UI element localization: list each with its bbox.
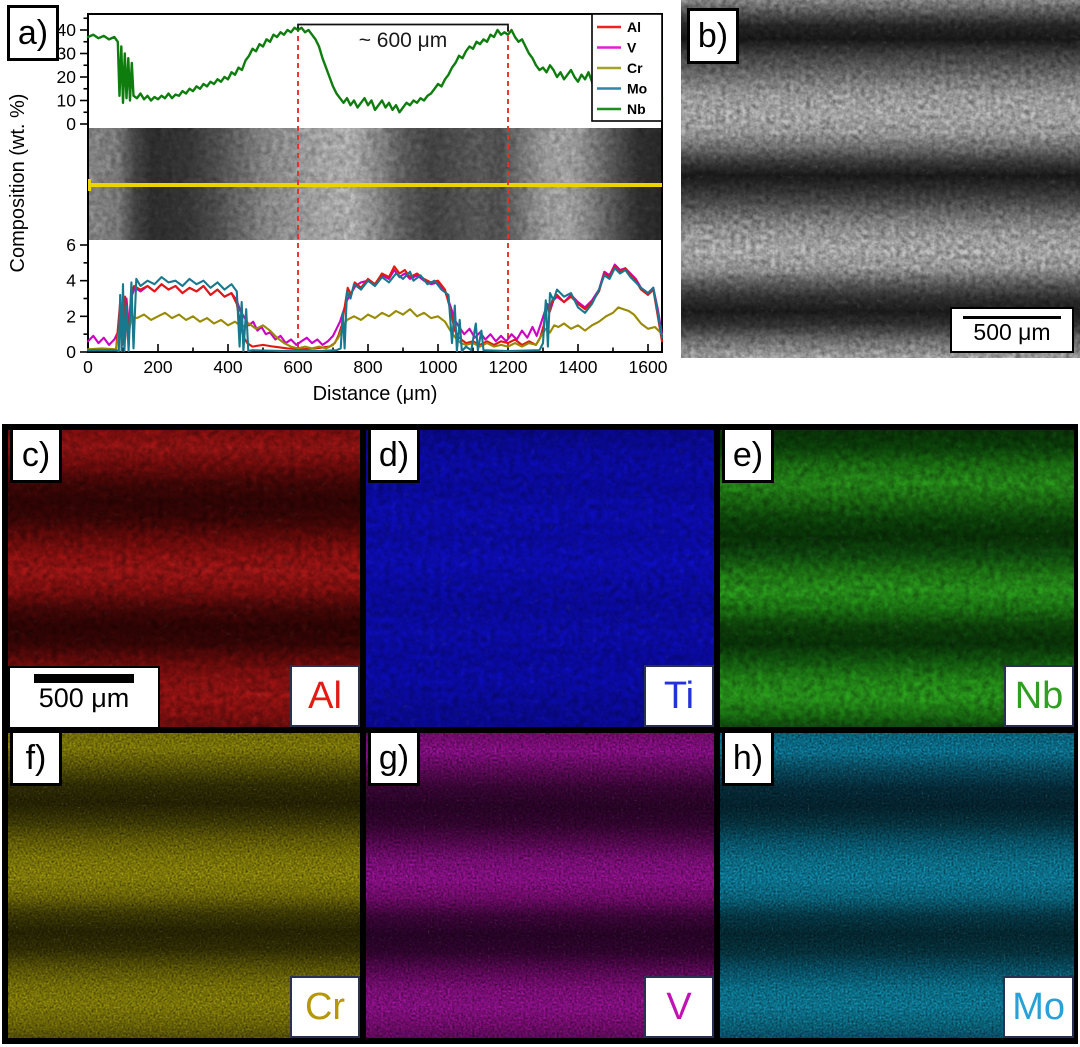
panel-e-label-text: e): [732, 436, 764, 474]
nb-map-texture: [720, 430, 1074, 727]
svg-text:400: 400: [213, 357, 242, 377]
panel-h-label-text: h): [732, 739, 764, 777]
svg-text:~ 600 μm: ~ 600 μm: [359, 29, 448, 52]
svg-text:0: 0: [66, 342, 76, 362]
svg-text:V: V: [627, 40, 637, 56]
scale-bar-b-text: 500 μm: [973, 319, 1051, 345]
map-panel-cr: f) Cr: [8, 733, 360, 1038]
svg-text:Distance (μm): Distance (μm): [313, 383, 438, 405]
element-label-ti: Ti: [644, 665, 714, 727]
bse-image-texture: [681, 0, 1080, 358]
element-label-ti-text: Ti: [663, 675, 695, 717]
element-label-mo: Mo: [1003, 976, 1074, 1038]
mo-map-texture: [720, 733, 1074, 1038]
element-label-mo-text: Mo: [1012, 986, 1065, 1028]
scale-bar-b: 500 μm: [950, 307, 1074, 353]
map-panel-ti: d) Ti: [366, 430, 714, 727]
map-panel-v: g) V: [366, 733, 714, 1038]
svg-text:Cr: Cr: [627, 60, 643, 76]
svg-text:1000: 1000: [419, 357, 458, 377]
panel-f-label: f): [10, 733, 62, 786]
svg-text:0: 0: [83, 357, 93, 377]
panel-b-label-text: b): [697, 17, 729, 55]
svg-text:Al: Al: [627, 19, 641, 35]
panel-f-label-text: f): [25, 739, 47, 777]
svg-text:40: 40: [57, 20, 77, 40]
element-label-v: V: [644, 976, 714, 1038]
panel-d-label: d): [368, 430, 420, 483]
panel-g-label: g): [368, 733, 420, 786]
svg-text:200: 200: [143, 357, 172, 377]
element-label-al-text: Al: [308, 675, 342, 717]
element-label-nb: Nb: [1004, 665, 1074, 727]
svg-text:1200: 1200: [489, 357, 528, 377]
panel-c-label: c): [10, 430, 62, 483]
scale-bar-c-bar: [34, 674, 134, 683]
composition-chart: 0 200 400 600 800 1000 1200 1400 160001020304002…: [7, 13, 668, 405]
svg-text:10: 10: [57, 91, 77, 111]
element-label-cr-text: Cr: [304, 986, 346, 1028]
element-label-nb-text: Nb: [1014, 675, 1064, 717]
map-panel-al: c) 500 μm Al: [8, 430, 360, 727]
svg-text:0: 0: [66, 114, 76, 134]
svg-text:Mo: Mo: [627, 81, 647, 97]
map-panel-mo: h) Mo: [720, 733, 1074, 1038]
panel-e-label: e): [722, 430, 774, 483]
svg-text:Nb: Nb: [627, 101, 646, 117]
svg-text:2: 2: [66, 306, 76, 326]
svg-text:6: 6: [66, 235, 76, 255]
panel-c-label-text: c): [21, 436, 51, 474]
element-label-al: Al: [290, 665, 360, 727]
element-label-cr: Cr: [290, 976, 360, 1038]
element-label-v-text: V: [666, 986, 692, 1028]
svg-text:30: 30: [57, 44, 77, 64]
map-panel-nb: e) Nb: [720, 430, 1074, 727]
svg-text:Composition (wt. %): Composition (wt. %): [7, 94, 29, 273]
svg-text:20: 20: [57, 67, 77, 87]
scale-bar-c-text: 500 μm: [38, 683, 130, 713]
scale-bar-c: 500 μm: [8, 666, 160, 727]
panel-b-bse-image: b) 500 μm: [681, 0, 1080, 358]
panel-a-label-text: a): [17, 14, 49, 52]
svg-text:1600: 1600: [629, 357, 668, 377]
panel-b-label: b): [687, 8, 739, 64]
panel-g-label-text: g): [378, 739, 410, 777]
panel-a-line-scan: 0 200 400 600 800 1000 1200 1400 1600 0 10 20 30 40 0 2…: [0, 0, 672, 420]
svg-text:600: 600: [283, 357, 312, 377]
scale-bar-b-line: [963, 316, 1061, 319]
ti-map-texture: [366, 430, 714, 727]
svg-text:4: 4: [66, 271, 76, 291]
svg-text:800: 800: [353, 357, 382, 377]
panel-h-label: h): [722, 733, 774, 786]
panel-d-label-text: d): [378, 436, 410, 474]
svg-text:1400: 1400: [559, 357, 598, 377]
panel-a-label: a): [7, 5, 59, 61]
